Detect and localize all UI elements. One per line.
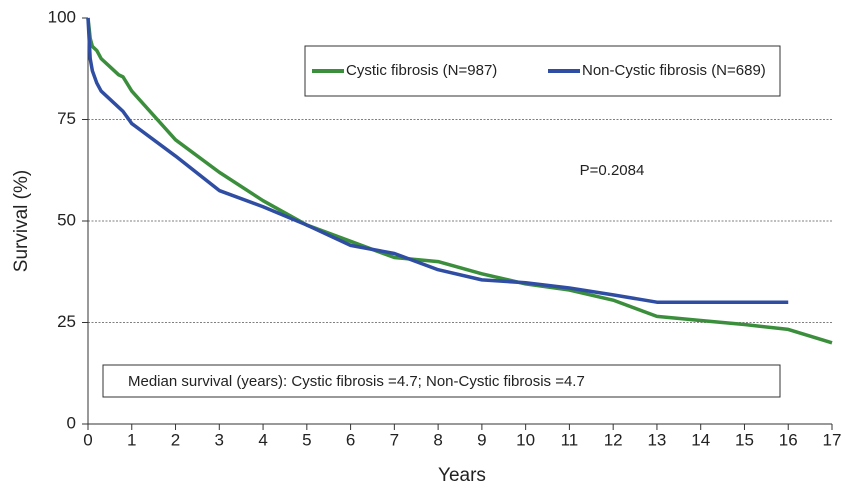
y-tick-label: 75 (57, 109, 76, 128)
x-tick-label: 2 (171, 430, 180, 449)
y-tick-label: 50 (57, 210, 76, 229)
median-note: Median survival (years): Cystic fibrosis… (128, 373, 585, 390)
p-value: P=0.2084 (580, 162, 645, 179)
x-tick-label: 0 (83, 430, 92, 449)
x-tick-label: 1 (127, 430, 136, 449)
x-tick-label: 16 (779, 430, 798, 449)
legend-label: Cystic fibrosis (N=987) (346, 62, 497, 79)
x-tick-label: 15 (735, 430, 754, 449)
x-tick-label: 6 (346, 430, 355, 449)
x-axis-label: Years (438, 465, 486, 486)
y-tick-label: 0 (67, 413, 76, 432)
annotation-box (102, 364, 781, 398)
x-tick-label: 13 (647, 430, 666, 449)
legend-box (304, 45, 781, 97)
x-tick-label: 14 (691, 430, 710, 449)
series-line (86, 17, 789, 304)
x-tick-label: 9 (477, 430, 486, 449)
x-tick-label: 8 (433, 430, 442, 449)
legend-label: Non-Cystic fibrosis (N=689) (582, 62, 766, 79)
y-tick-label: 100 (48, 7, 76, 26)
x-tick-label: 4 (258, 430, 267, 449)
x-tick-label: 17 (823, 430, 842, 449)
y-axis-label: Survival (%) (11, 170, 32, 272)
x-tick-label: 11 (561, 430, 579, 449)
x-tick-label: 10 (516, 430, 535, 449)
y-tick-label: 25 (57, 312, 76, 331)
x-tick-label: 7 (390, 430, 399, 449)
x-tick-label: 3 (215, 430, 224, 449)
x-tick-label: 5 (302, 430, 311, 449)
x-tick-label: 12 (604, 430, 623, 449)
